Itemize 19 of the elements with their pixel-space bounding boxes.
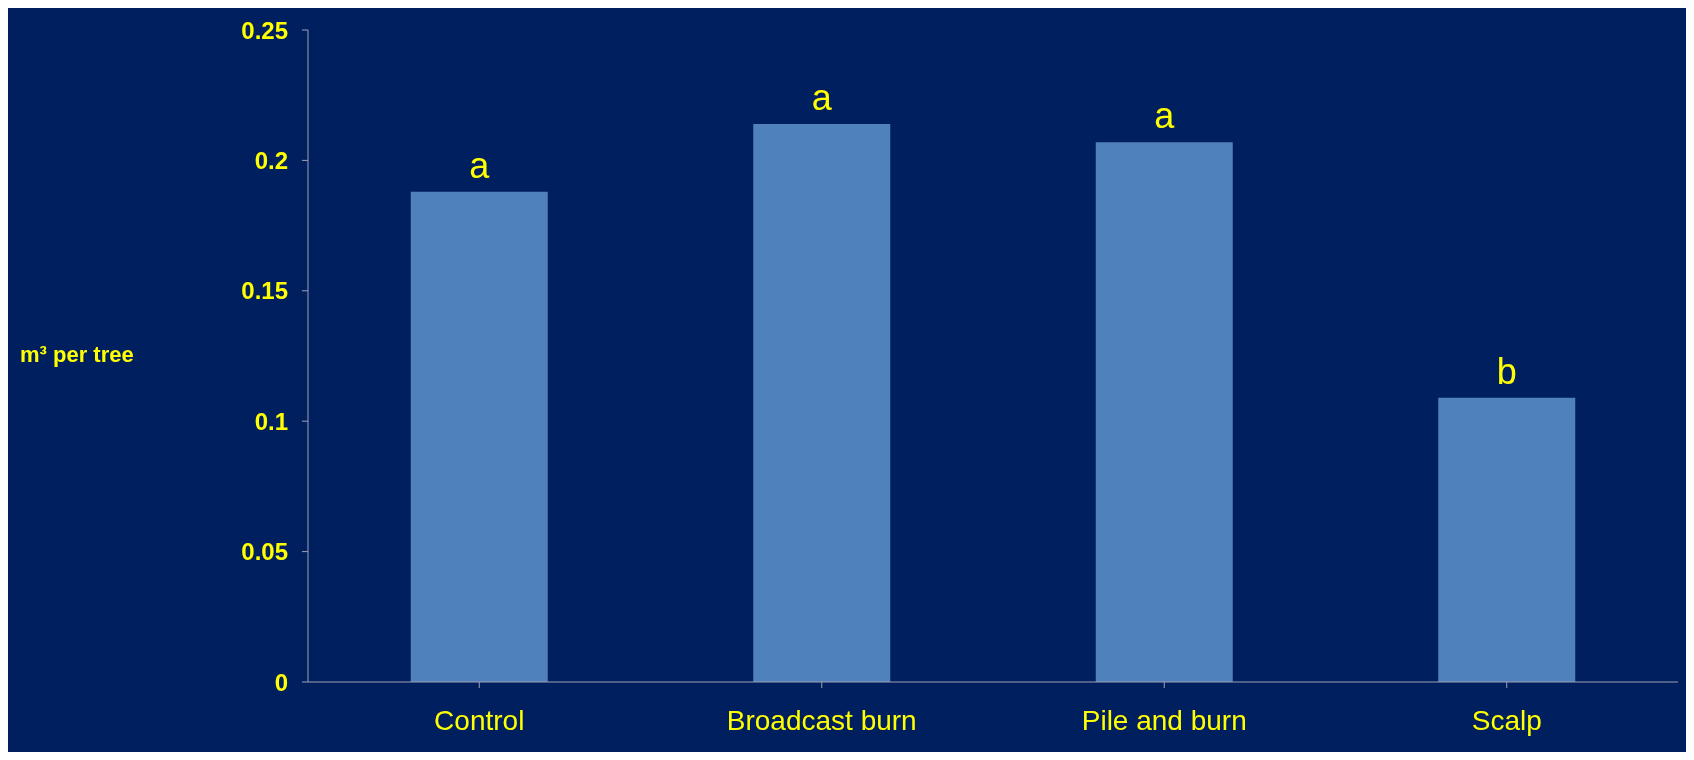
y-tick-label: 0.2: [254, 146, 288, 174]
y-tick-label: 0.15: [241, 277, 288, 305]
bar: [753, 123, 891, 682]
x-tick-label: Pile and burn: [1081, 704, 1247, 736]
bar: [410, 191, 548, 682]
bar: [1438, 397, 1576, 682]
y-tick-label: 0.05: [241, 538, 288, 566]
x-tick-label: Scalp: [1471, 704, 1542, 736]
y-tick-label: 0.1: [254, 407, 288, 435]
bar: [1095, 142, 1233, 682]
annotation: a: [469, 144, 491, 186]
y-tick-label: 0.25: [241, 16, 288, 44]
annotation: b: [1496, 350, 1517, 392]
annotation: a: [1154, 95, 1176, 137]
y-tick-label: 0: [274, 668, 288, 696]
x-tick-label: Control: [434, 704, 525, 736]
annotation: a: [811, 76, 833, 118]
y-axis-title: m³ per tree: [20, 341, 134, 367]
x-tick-label: Broadcast burn: [726, 704, 917, 736]
